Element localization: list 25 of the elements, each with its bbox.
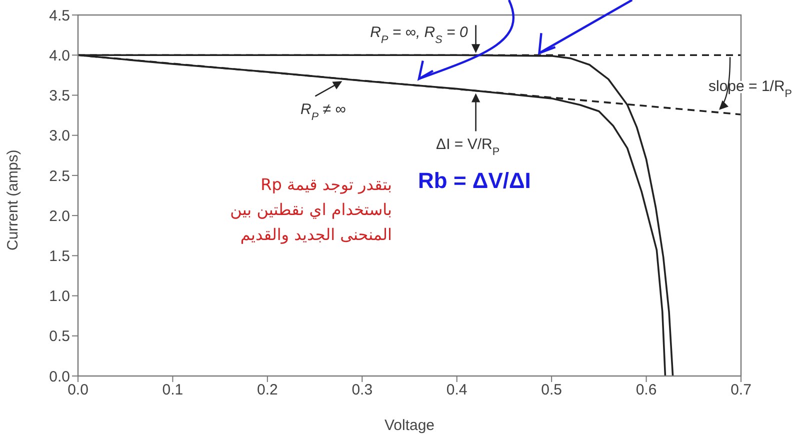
y-tick-label: 2.0 [49,208,70,225]
x-axis-title: Voltage [384,417,435,434]
x-tick-label: 0.7 [730,382,752,399]
y-tick-label: 2.5 [49,168,70,185]
x-tick-label: 0.0 [68,382,88,399]
annotation: R$_{P}$ = ∞, R$_{S}$ = 0 [370,24,468,46]
y-tick-label: 1.0 [49,288,70,306]
y-tick-label: 4.0 [49,47,70,64]
x-tick-label: 0.1 [162,382,184,399]
annotation: Rb = ΔV/ΔI [418,168,531,193]
y-tick-label: 4.5 [49,7,70,24]
y-tick-label: 0.5 [49,328,70,346]
x-tick-label: 0.5 [541,382,562,399]
annotation: بتقدر توجد قيمة Rp باستخدام اي نقطتين بين المنحنى الجديد والقديم [230,175,392,244]
y-tick-label: 0.0 [49,368,70,386]
y-tick-label: 3.0 [49,128,70,145]
x-tick-label: 0.6 [636,382,657,399]
x-tick-label: 0.4 [446,382,468,399]
y-tick-label: 3.5 [49,88,70,105]
x-tick-label: 0.3 [352,382,373,399]
annotation: R$_{P}$ ≠ ∞ [300,101,346,124]
annotation: ΔI = V/R$_{P}$ [436,136,500,158]
x-tick-label: 0.2 [257,382,278,399]
y-tick-label: 1.5 [49,248,70,265]
y-axis-title: Current (amps) [4,150,22,250]
